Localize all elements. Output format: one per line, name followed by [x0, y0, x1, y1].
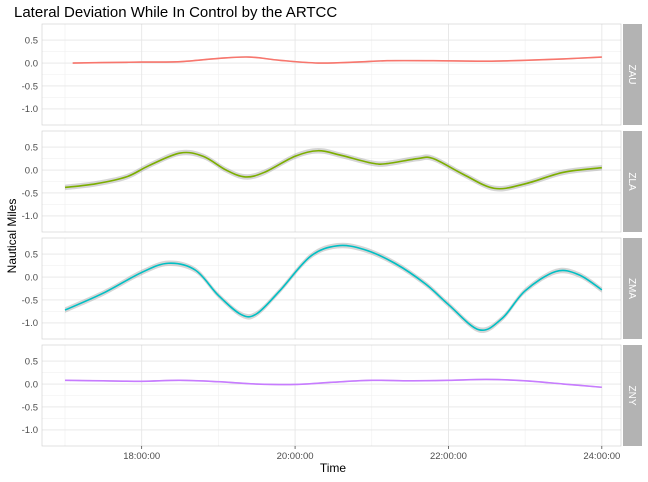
facet-strip — [623, 238, 642, 339]
y-tick-label: 0.5 — [25, 356, 38, 367]
y-tick-label: 0.0 — [25, 58, 38, 69]
y-tick-label: 0.0 — [25, 272, 38, 283]
panel-border — [41, 237, 622, 340]
panel-border — [41, 130, 622, 233]
y-tick-label: -0.5 — [22, 81, 38, 92]
y-tick-label: -0.5 — [22, 295, 38, 306]
y-tick-label: 0.5 — [25, 142, 38, 153]
y-tick-label: -0.5 — [22, 188, 38, 199]
y-tick-label: 0.5 — [25, 35, 38, 46]
facet-strip-label: ZLA — [626, 172, 637, 191]
facet-panel-zla: 0.5 0.0 -0.5 -1.0 ZLA — [22, 130, 642, 233]
facet-strip-label: ZAU — [626, 65, 637, 85]
series-line-zma — [64, 244, 603, 332]
y-tick-label: -1.0 — [22, 104, 38, 115]
y-tick-label: -1.0 — [22, 425, 38, 436]
x-tick-label: 22:00:00 — [430, 451, 467, 462]
x-axis: 18:00:00 20:00:00 22:00:00 24:00:00 — [123, 446, 620, 462]
facet-strip — [623, 345, 642, 446]
series-line-zny — [64, 378, 602, 389]
x-axis-title: Time — [320, 461, 347, 475]
facet-panel-zau: 0.5 0.0 -0.5 -1.0 ZAU — [22, 23, 642, 126]
facet-strip-label: ZMA — [626, 278, 637, 299]
y-tick-label: -0.5 — [22, 402, 38, 413]
facet-strip — [623, 131, 642, 232]
y-tick-label: -1.0 — [22, 211, 38, 222]
y-tick-label: 0.0 — [25, 165, 38, 176]
y-tick-label: 0.5 — [25, 249, 38, 260]
facet-panels: 0.5 0.0 -0.5 -1.0 ZAU 0.5 0.0 -0.5 -1.0 ZLA 0.5 0.0… — [22, 23, 642, 447]
facet-panel-zny: 0.5 0.0 -0.5 -1.0 ZNY — [22, 344, 642, 447]
panel-border — [41, 344, 622, 447]
panel-border — [41, 23, 622, 126]
y-tick-label: 0.0 — [25, 379, 38, 390]
y-tick-label: -1.0 — [22, 318, 38, 329]
x-tick-label: 18:00:00 — [123, 451, 160, 462]
x-tick-label: 20:00:00 — [277, 451, 314, 462]
facet-strip-label: ZNY — [626, 386, 637, 406]
y-axis-title: Nautical Miles — [5, 199, 19, 274]
facet-panel-zma: 0.5 0.0 -0.5 -1.0 ZMA — [22, 237, 642, 340]
chart-title: Lateral Deviation While In Control by th… — [14, 4, 337, 21]
facet-strip — [623, 24, 642, 125]
series-line-zau — [72, 56, 602, 64]
series-line-zla — [64, 149, 602, 190]
x-tick-label: 24:00:00 — [583, 451, 620, 462]
